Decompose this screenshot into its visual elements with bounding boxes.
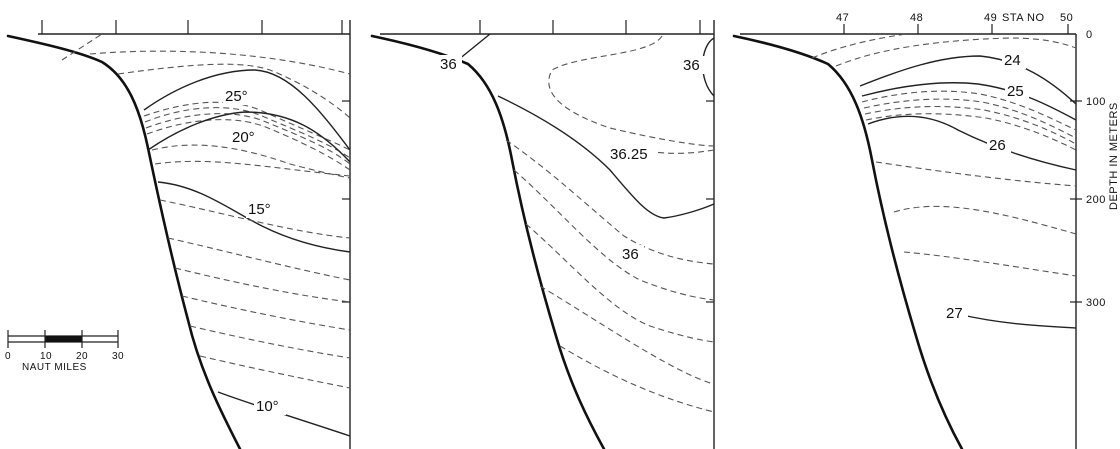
isotherm-dashed — [181, 295, 351, 331]
isotherm-20 — [147, 111, 351, 163]
contour-label-26: 26 — [989, 137, 1006, 154]
isohaline-dashed — [559, 345, 715, 413]
isotherm-dashed — [61, 33, 103, 61]
scale-bar-filled-segment — [45, 336, 82, 342]
isohaline-dashed — [525, 223, 715, 343]
contour-label-20: 20° — [232, 129, 255, 146]
contour-label-36-25: 36.25 — [610, 146, 648, 163]
depth-tick-label-100: 100 — [1086, 96, 1106, 108]
label-mask — [620, 245, 644, 263]
station-label-sta-no: STA NO — [1002, 12, 1045, 24]
scale-bar: 0 10 20 30 NAUT MILES — [5, 330, 124, 373]
isopycnal-27 — [957, 313, 1077, 329]
isopycnal-dashed — [864, 105, 1077, 145]
depth-axis-title: DEPTH IN METERS — [1108, 102, 1120, 210]
isohaline-36 — [497, 95, 715, 219]
isohaline-dashed — [505, 139, 715, 265]
isotherm-dashed — [146, 119, 351, 171]
station-label-48: 48 — [910, 12, 923, 24]
label-mask — [987, 136, 1011, 154]
isopycnal-dashed — [811, 33, 907, 59]
station-label-50: 50 — [1060, 12, 1073, 24]
scale-tick-20: 20 — [76, 351, 88, 362]
isotherm-dashed — [167, 237, 351, 281]
isopycnal-26 — [867, 115, 1077, 171]
label-mask — [608, 145, 656, 163]
scale-units: NAUT MILES — [22, 362, 87, 373]
isopycnal-dashed — [875, 161, 1077, 187]
station-label-49: 49 — [984, 12, 997, 24]
isotherm-dashed — [159, 199, 351, 239]
isohaline-dashed — [513, 169, 715, 301]
label-mask — [681, 56, 705, 74]
isopycnal-25 — [861, 82, 1077, 121]
isopycnal-dashed — [861, 90, 1077, 131]
isotherm-dashed — [199, 355, 351, 389]
depth-tick-label-0: 0 — [1086, 29, 1093, 41]
scale-tick-10: 10 — [40, 351, 52, 362]
isohaline-36-surface — [457, 33, 491, 61]
label-mask — [944, 304, 968, 322]
continental-slope — [732, 34, 964, 449]
contour-label-25: 25 — [1007, 83, 1024, 100]
label-mask — [230, 128, 262, 146]
label-mask — [223, 87, 255, 105]
contour-label-27: 27 — [946, 305, 963, 322]
isohaline-dashed — [548, 35, 715, 147]
isotherm-dashed — [154, 160, 351, 177]
contour-label-36: 36 — [622, 246, 639, 263]
isotherm-dashed — [189, 325, 351, 359]
isopycnal-dashed — [865, 113, 1077, 151]
isotherm-dashed — [89, 50, 351, 75]
contour-label-15: 15° — [248, 201, 271, 218]
contour-label-36-surface: 36 — [440, 56, 457, 73]
station-label-47: 47 — [836, 12, 849, 24]
contour-label-25: 25° — [225, 88, 248, 105]
contour-label-24: 24 — [1004, 52, 1021, 69]
isopycnal-dashed — [835, 37, 1077, 67]
isotherm-25 — [143, 69, 351, 151]
isopycnal-dashed — [903, 251, 1077, 277]
temperature-section: 25° 20° 15° 10° — [6, 20, 351, 449]
label-mask — [254, 397, 286, 415]
depth-tick-label-300: 300 — [1086, 297, 1106, 309]
isopycnal-24 — [859, 55, 1077, 105]
label-mask — [438, 55, 462, 73]
isotherm-dashed — [151, 144, 351, 179]
isopycnal-dashed — [893, 205, 1077, 235]
contour-label-36-offshore: 36 — [683, 57, 700, 74]
isotherm-dashed — [143, 101, 351, 151]
isotherm-dashed — [174, 267, 351, 303]
label-mask — [1005, 82, 1029, 100]
label-mask — [246, 200, 278, 218]
scale-tick-30: 30 — [112, 351, 124, 362]
isopycnal-dashed — [863, 98, 1077, 139]
salinity-section: 36 36 36.25 36 — [370, 20, 715, 449]
isotherm-dashed — [117, 63, 351, 119]
continental-slope — [6, 34, 242, 449]
contour-label-10: 10° — [256, 398, 279, 415]
density-section: 24 25 26 27 47 48 49 STA NO 50 0 100 200… — [732, 12, 1120, 449]
isotherm-dashed — [144, 107, 351, 159]
depth-tick-label-200: 200 — [1086, 194, 1106, 206]
continental-slope — [370, 34, 606, 449]
isohaline-dashed — [539, 285, 715, 385]
scale-tick-0: 0 — [5, 351, 11, 362]
isotherm-15 — [157, 181, 351, 253]
isotherm-dashed — [145, 113, 351, 165]
label-mask — [1002, 51, 1026, 69]
isohaline-dashed — [653, 149, 715, 154]
